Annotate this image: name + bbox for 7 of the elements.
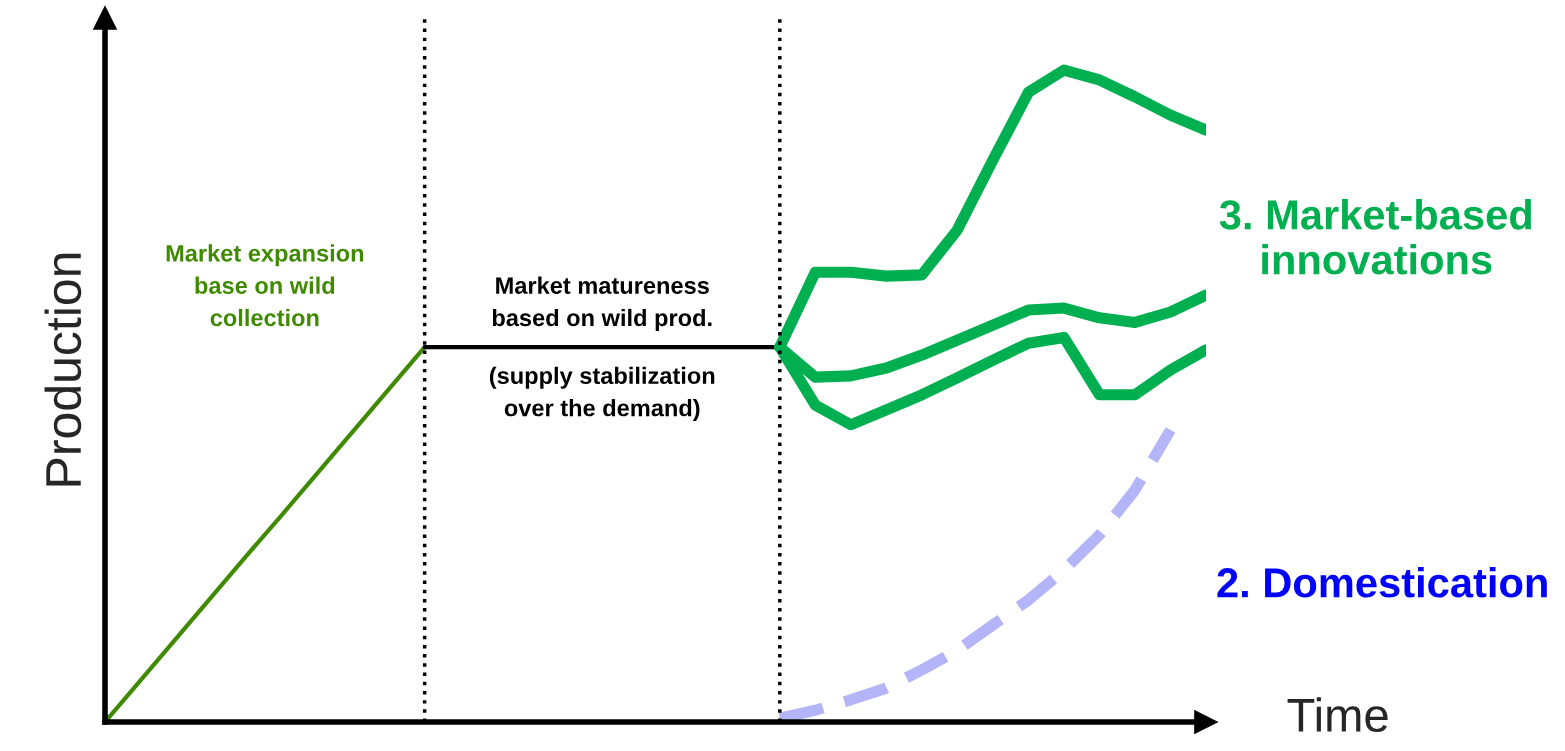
annotation: (supply stabilization over the demand) — [489, 366, 715, 422]
x-axis-title: Time — [1287, 697, 1388, 733]
annotation: Market expansion base on wild collection — [166, 244, 364, 327]
series-label: 3. Market-based innovations — [1219, 199, 1531, 275]
annotation: Market matureness based on wild prod. — [492, 276, 712, 331]
text: 2. Domestication — [1217, 566, 1547, 598]
y-axis-title: Production — [44, 253, 82, 486]
